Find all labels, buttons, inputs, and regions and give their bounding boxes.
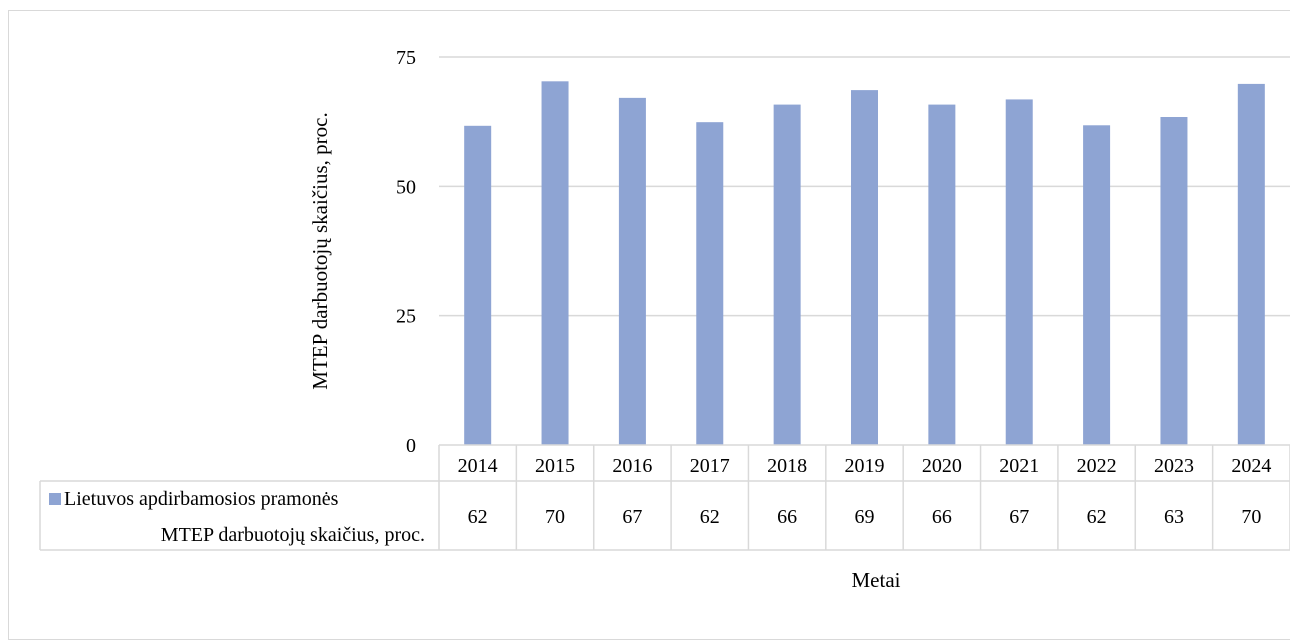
bar	[618, 97, 646, 446]
x-axis-title: Metai	[852, 568, 901, 592]
bar	[851, 90, 878, 445]
legend-swatch	[49, 493, 61, 505]
bar	[696, 122, 724, 446]
data-label: 62	[468, 506, 488, 528]
y-tick-label: 50	[396, 176, 416, 198]
data-label: 62	[1087, 506, 1107, 528]
y-tick-label: 75	[396, 47, 416, 69]
bar	[1237, 83, 1265, 445]
y-tick-label: 25	[396, 306, 416, 328]
legend-label-line-1: Lietuvos apdirbamosios pramonės	[64, 488, 339, 510]
x-tick-label: 2020	[922, 455, 962, 477]
bar	[1083, 125, 1111, 446]
x-tick-label: 2023	[1154, 455, 1194, 477]
data-label: 66	[932, 506, 952, 528]
x-tick-label: 2015	[535, 455, 575, 477]
bar	[541, 81, 569, 445]
x-tick-label: 2018	[767, 455, 807, 477]
x-tick-label: 2016	[612, 455, 652, 477]
bar	[1160, 117, 1188, 445]
data-label: 70	[545, 506, 565, 528]
bar	[773, 104, 801, 445]
x-tick-label: 2024	[1231, 455, 1271, 477]
data-label: 66	[777, 506, 797, 528]
data-label: 67	[1009, 506, 1029, 528]
data-label: 67	[622, 506, 642, 528]
x-tick-label: 2014	[458, 455, 498, 477]
bar	[1005, 99, 1033, 446]
x-tick-label: 2022	[1077, 455, 1117, 477]
legend-label-line-2: MTEP darbuotojų skaičius, proc.	[161, 524, 425, 546]
y-axis-title: MTEP darbuotojų skaičius, proc.	[308, 112, 332, 389]
bar	[928, 104, 956, 445]
x-tick-label: 2019	[845, 455, 885, 477]
data-label: 69	[855, 506, 875, 528]
x-tick-label: 2017	[690, 455, 730, 477]
bar	[464, 125, 492, 446]
data-label: 70	[1241, 506, 1261, 528]
data-label: 62	[700, 506, 720, 528]
data-label: 63	[1164, 506, 1184, 528]
x-tick-label: 2021	[999, 455, 1039, 477]
y-tick-label: 0	[406, 435, 416, 457]
